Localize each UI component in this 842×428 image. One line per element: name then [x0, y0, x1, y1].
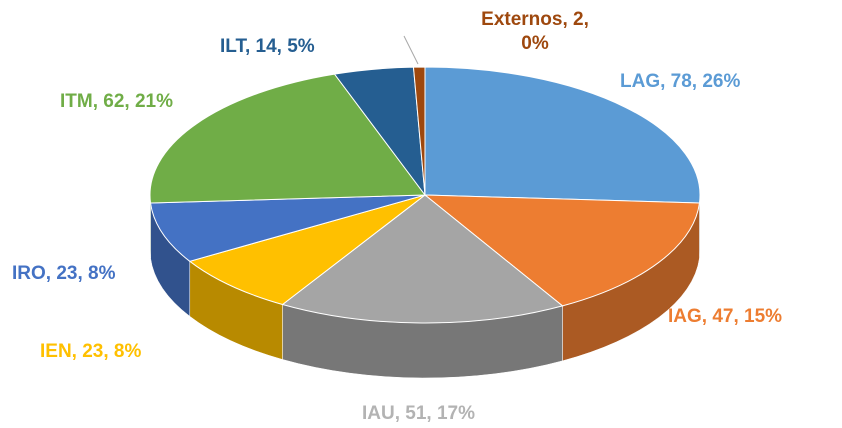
slice: [149, 73, 426, 204]
slice: [423, 194, 701, 307]
data-label: IAG, 47, 15%: [668, 306, 783, 327]
data-label: IEN, 23, 8%: [40, 341, 142, 362]
slice: [188, 194, 426, 306]
data-label: ITM, 62, 21%: [60, 91, 173, 112]
slice: [149, 194, 426, 262]
data-label: ILT, 14, 5%: [220, 36, 315, 57]
slice: [412, 66, 426, 196]
data-label: Externos, 2, 0%: [481, 9, 589, 54]
slice: [281, 194, 564, 324]
leader-line: [403, 35, 419, 65]
slice: [424, 66, 701, 204]
data-label: IAU, 51, 17%: [362, 403, 475, 424]
data-label: IRO, 23, 8%: [12, 263, 116, 284]
data-label: LAG, 78, 26%: [620, 71, 741, 92]
